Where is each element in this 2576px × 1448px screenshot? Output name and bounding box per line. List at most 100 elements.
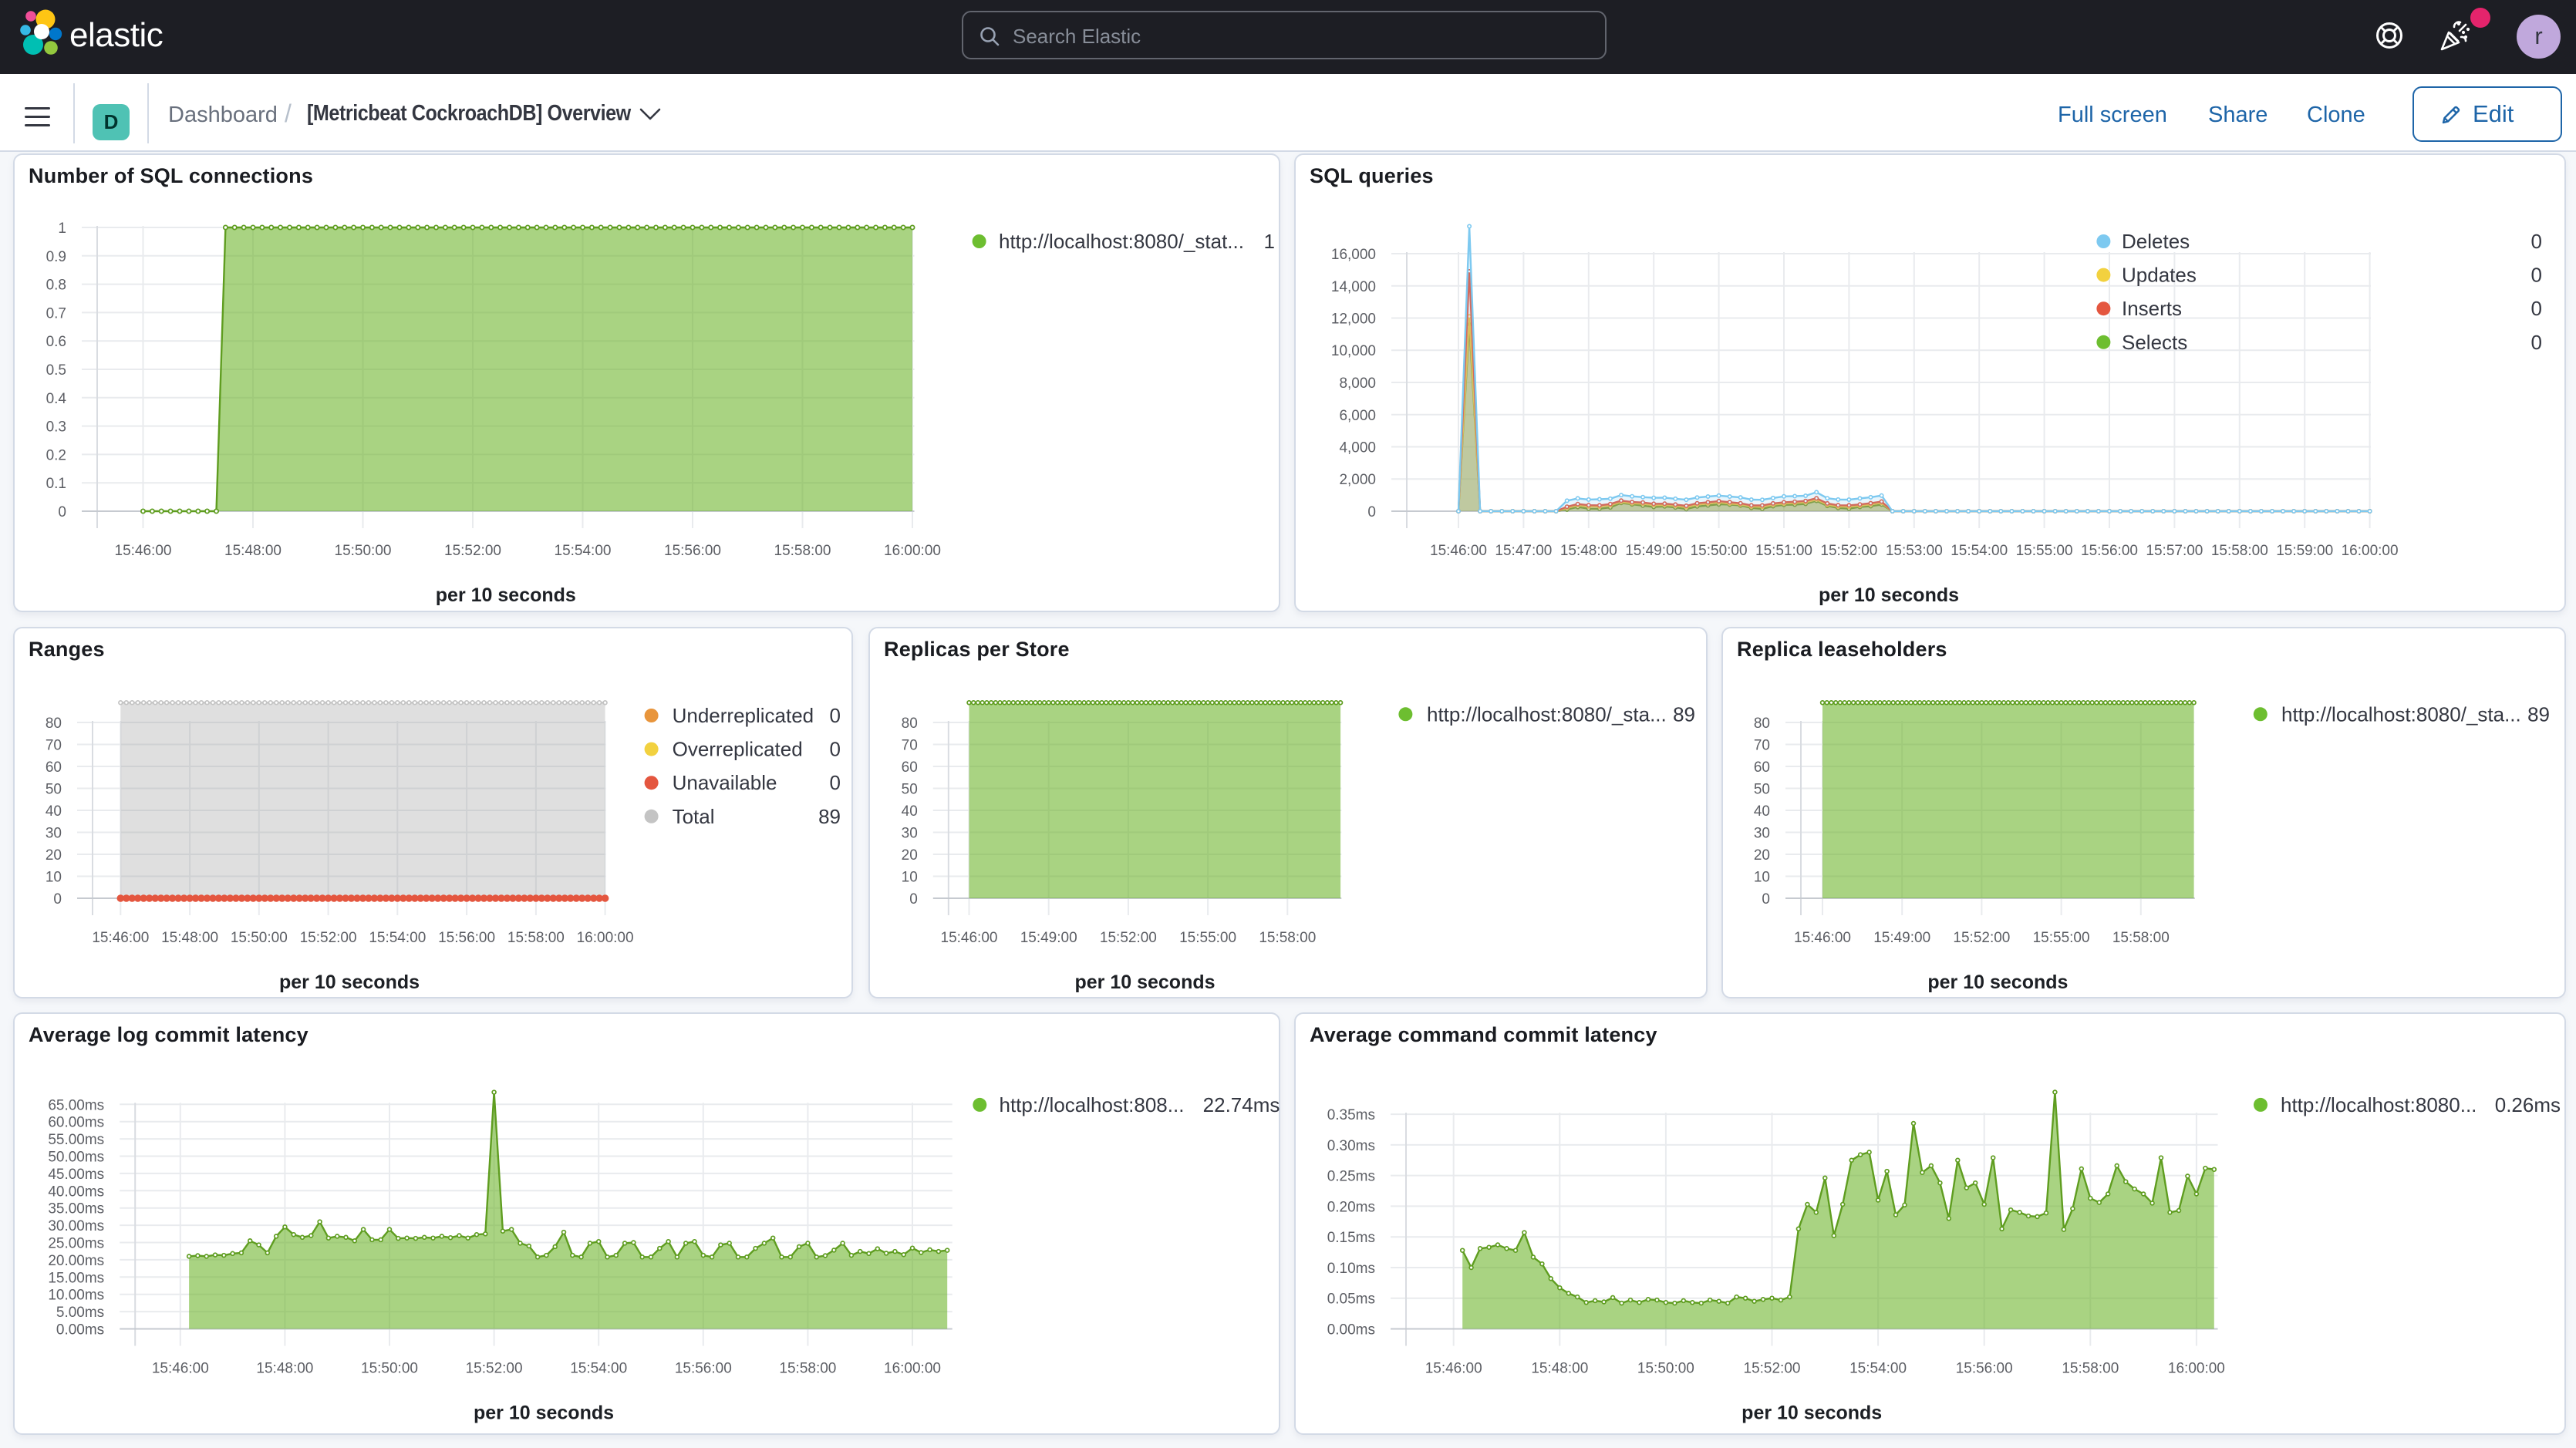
svg-text:15:56:00: 15:56:00 [2081,543,2138,559]
svg-text:0: 0 [53,891,62,908]
svg-text:0.05ms: 0.05ms [1327,1291,1375,1308]
svg-text:16:00:00: 16:00:00 [577,930,634,946]
svg-text:25.00ms: 25.00ms [48,1236,104,1252]
svg-text:15:54:00: 15:54:00 [1849,1361,1907,1377]
svg-text:10: 10 [46,870,62,886]
svg-text:20.00ms: 20.00ms [48,1253,104,1269]
svg-text:89: 89 [1673,702,1695,726]
svg-text:15:48:00: 15:48:00 [1531,1361,1588,1377]
svg-text:per 10 seconds: per 10 seconds [1741,1403,1882,1424]
svg-text:15:59:00: 15:59:00 [2276,543,2333,559]
svg-text:15:46:00: 15:46:00 [1794,930,1851,946]
svg-text:65.00ms: 65.00ms [48,1097,104,1113]
svg-text:15:46:00: 15:46:00 [92,930,149,946]
svg-text:Overreplicated: Overreplicated [673,738,803,761]
svg-text:10: 10 [902,870,918,886]
svg-text:15:55:00: 15:55:00 [2016,543,2073,559]
svg-text:15:47:00: 15:47:00 [1495,543,1552,559]
svg-text:Underreplicated: Underreplicated [673,704,814,727]
svg-text:8,000: 8,000 [1339,375,1376,392]
svg-text:1: 1 [1264,230,1275,253]
svg-text:http://localhost:8080/_sta...: http://localhost:8080/_sta... [2281,702,2521,726]
svg-text:0.10ms: 0.10ms [1327,1261,1375,1277]
svg-text:per 10 seconds: per 10 seconds [474,1403,614,1424]
svg-text:40.00ms: 40.00ms [48,1184,104,1200]
svg-text:15:50:00: 15:50:00 [1637,1361,1694,1377]
svg-text:55.00ms: 55.00ms [48,1132,104,1148]
svg-text:0.5: 0.5 [46,362,66,379]
svg-text:http://localhost:8080...: http://localhost:8080... [2281,1093,2477,1116]
svg-text:30: 30 [902,826,918,842]
svg-text:15:55:00: 15:55:00 [2033,930,2090,946]
svg-text:0: 0 [830,738,841,761]
svg-text:15:46:00: 15:46:00 [1430,543,1487,559]
svg-text:Deletes: Deletes [2122,230,2190,253]
svg-text:15:58:00: 15:58:00 [774,543,831,559]
svg-text:15:52:00: 15:52:00 [300,930,357,946]
svg-text:16:00:00: 16:00:00 [884,1361,941,1377]
svg-text:0: 0 [2531,264,2542,287]
svg-text:Selects: Selects [2122,331,2187,354]
svg-text:15:54:00: 15:54:00 [570,1361,627,1377]
svg-text:0.30ms: 0.30ms [1327,1138,1375,1154]
svg-text:0: 0 [830,771,841,794]
svg-text:15:57:00: 15:57:00 [2146,543,2203,559]
svg-text:50: 50 [46,782,62,798]
svg-text:15:56:00: 15:56:00 [675,1361,732,1377]
svg-text:16,000: 16,000 [1331,247,1376,263]
svg-text:0.7: 0.7 [46,305,66,322]
svg-text:http://localhost:8080/_stat...: http://localhost:8080/_stat... [999,230,1244,253]
svg-text:50: 50 [902,782,918,798]
svg-text:15:51:00: 15:51:00 [1755,543,1812,559]
svg-text:15:49:00: 15:49:00 [1020,930,1077,946]
svg-text:15:52:00: 15:52:00 [1744,1361,1801,1377]
svg-text:60.00ms: 60.00ms [48,1115,104,1131]
svg-text:15:58:00: 15:58:00 [2211,543,2268,559]
svg-text:10.00ms: 10.00ms [48,1288,104,1304]
svg-text:0.2: 0.2 [46,447,66,463]
svg-text:per 10 seconds: per 10 seconds [1927,972,2068,993]
svg-text:40: 40 [46,803,62,820]
svg-text:0.1: 0.1 [46,476,66,492]
svg-text:15:58:00: 15:58:00 [2062,1361,2119,1377]
svg-text:0.00ms: 0.00ms [1327,1322,1375,1339]
svg-text:15:52:00: 15:52:00 [466,1361,523,1377]
svg-text:20: 20 [1754,847,1770,864]
svg-text:30.00ms: 30.00ms [48,1218,104,1234]
svg-text:70: 70 [46,738,62,754]
svg-text:0: 0 [2531,230,2542,253]
svg-text:15:48:00: 15:48:00 [1560,543,1617,559]
svg-text:80: 80 [46,716,62,732]
svg-text:15:46:00: 15:46:00 [152,1361,209,1377]
svg-text:16:00:00: 16:00:00 [2342,543,2399,559]
svg-text:16:00:00: 16:00:00 [884,543,941,559]
svg-text:30: 30 [46,826,62,842]
svg-text:80: 80 [902,716,918,732]
svg-text:15:53:00: 15:53:00 [1886,543,1943,559]
svg-text:per 10 seconds: per 10 seconds [1819,584,1959,606]
svg-text:70: 70 [1754,738,1770,754]
svg-text:0.15ms: 0.15ms [1327,1230,1375,1246]
svg-text:0: 0 [909,891,918,908]
svg-text:10,000: 10,000 [1331,343,1376,359]
svg-text:15:52:00: 15:52:00 [1100,930,1157,946]
svg-text:50: 50 [1754,782,1770,798]
svg-text:15:50:00: 15:50:00 [335,543,392,559]
svg-text:70: 70 [902,738,918,754]
svg-text:6,000: 6,000 [1339,408,1376,424]
svg-text:45.00ms: 45.00ms [48,1167,104,1183]
svg-text:15:49:00: 15:49:00 [1625,543,1682,559]
svg-text:15:52:00: 15:52:00 [1953,930,2010,946]
svg-text:Number of SQL connections: Number of SQL connections [29,164,313,187]
svg-text:60: 60 [902,759,918,776]
svg-text:89: 89 [818,805,841,828]
svg-text:0: 0 [2531,331,2542,354]
svg-text:30: 30 [1754,826,1770,842]
svg-text:22.74ms: 22.74ms [1203,1093,1280,1116]
svg-text:0: 0 [58,504,66,520]
svg-text:4,000: 4,000 [1339,440,1376,456]
svg-text:16:00:00: 16:00:00 [2168,1361,2225,1377]
svg-text:15:50:00: 15:50:00 [361,1361,418,1377]
svg-text:per 10 seconds: per 10 seconds [1074,972,1215,993]
svg-text:Total: Total [673,805,715,828]
